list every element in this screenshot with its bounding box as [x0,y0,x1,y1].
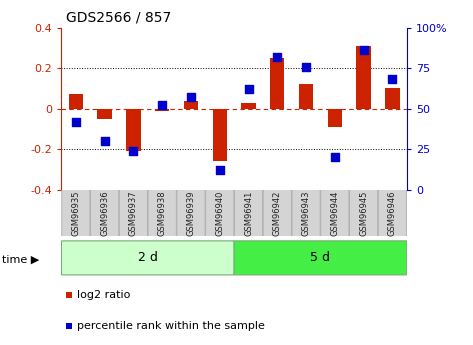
Point [389,77,396,82]
Text: GSM96941: GSM96941 [244,190,253,236]
Text: 5 d: 5 d [310,251,331,264]
FancyBboxPatch shape [378,189,406,237]
Text: time ▶: time ▶ [2,255,40,264]
Point [360,48,368,53]
Bar [299,85,313,109]
Text: GSM96939: GSM96939 [186,190,195,236]
Text: GSM96940: GSM96940 [215,190,224,236]
FancyBboxPatch shape [350,189,378,237]
FancyBboxPatch shape [263,189,291,237]
Text: GSM96945: GSM96945 [359,190,368,236]
FancyBboxPatch shape [148,189,176,237]
FancyBboxPatch shape [90,189,119,237]
Text: GSM96943: GSM96943 [302,190,311,236]
Point [245,87,252,92]
Bar [385,88,400,109]
Text: GSM96936: GSM96936 [100,190,109,236]
Bar [126,109,140,151]
Point [158,103,166,108]
FancyBboxPatch shape [321,189,349,237]
Point [101,138,108,144]
Text: GSM96946: GSM96946 [388,190,397,236]
FancyBboxPatch shape [292,189,320,237]
Point [72,119,79,125]
Bar [184,101,198,109]
Bar [328,109,342,127]
Bar [97,109,112,119]
Point [187,95,195,100]
Text: GSM96944: GSM96944 [330,190,339,236]
FancyBboxPatch shape [206,189,234,237]
Text: GSM96938: GSM96938 [158,190,166,236]
Point [331,155,339,160]
Text: GSM96935: GSM96935 [71,190,80,236]
Point [273,54,281,60]
FancyBboxPatch shape [62,189,90,237]
Text: GSM96942: GSM96942 [273,190,282,236]
Text: GDS2566 / 857: GDS2566 / 857 [66,10,172,24]
Bar [241,102,256,109]
Bar [212,109,227,161]
Text: 2 d: 2 d [138,251,158,264]
Text: percentile rank within the sample: percentile rank within the sample [77,321,265,331]
Point [130,148,137,154]
FancyBboxPatch shape [235,189,263,237]
Bar [69,95,83,109]
FancyBboxPatch shape [177,189,205,237]
Point [216,168,224,173]
Bar [155,109,169,111]
Bar [357,46,371,109]
FancyBboxPatch shape [234,241,407,275]
Text: GSM96937: GSM96937 [129,190,138,236]
Text: log2 ratio: log2 ratio [77,290,131,300]
FancyBboxPatch shape [119,189,148,237]
Point [302,64,310,69]
Bar [270,58,284,109]
FancyBboxPatch shape [61,241,234,275]
